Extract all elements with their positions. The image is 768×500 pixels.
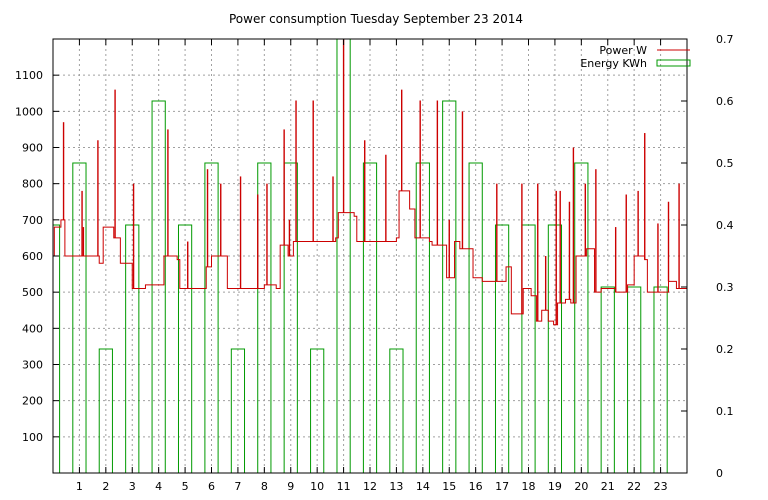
power-series: [53, 39, 688, 326]
y-tick-label: 300: [22, 359, 43, 372]
x-tick-label: 7: [234, 480, 241, 493]
y2-tick-label: 0: [716, 467, 723, 480]
y-tick-label: 400: [22, 322, 43, 335]
x-tick-label: 18: [522, 480, 536, 493]
y-tick-label: 900: [22, 142, 43, 155]
x-tick-label: 5: [182, 480, 189, 493]
x-tick-label: 1: [76, 480, 83, 493]
x-tick-label: 16: [469, 480, 483, 493]
x-tick-label: 3: [129, 480, 136, 493]
x-tick-label: 13: [389, 480, 403, 493]
y-tick-label: 500: [22, 286, 43, 299]
y2-tick-label: 0.7: [716, 33, 734, 46]
y2-tick-label: 0.6: [716, 95, 734, 108]
y-tick-label: 1100: [15, 69, 43, 82]
x-tick-label: 14: [416, 480, 430, 493]
power-line: [53, 190, 688, 326]
y-tick-label: 700: [22, 214, 43, 227]
legend-swatch-energy: [656, 59, 691, 67]
y2-tick-label: 0.3: [716, 281, 734, 294]
x-tick-label: 15: [442, 480, 456, 493]
y2-tick-label: 0.2: [716, 343, 734, 356]
x-tick-label: 10: [310, 480, 324, 493]
x-tick-label: 4: [155, 480, 162, 493]
x-tick-label: 20: [574, 480, 588, 493]
axes: 1 2 3 4 5 6 7 8 9 10 11 12 13 14 15 16 17 18 19 20 21 22 23100…: [15, 33, 734, 493]
x-tick-label: 21: [601, 480, 615, 493]
legend-label-power: Power W: [599, 44, 647, 57]
x-tick-label: 22: [627, 480, 641, 493]
x-tick-label: 11: [337, 480, 351, 493]
y-tick-label: 800: [22, 178, 43, 191]
y2-tick-label: 0.4: [716, 219, 734, 232]
y2-tick-label: 0.5: [716, 157, 734, 170]
x-tick-label: 6: [208, 480, 215, 493]
x-tick-label: 9: [287, 480, 294, 493]
x-tick-label: 23: [654, 480, 668, 493]
x-tick-label: 8: [261, 480, 268, 493]
x-tick-label: 17: [495, 480, 509, 493]
chart-title: Power consumption Tuesday September 23 2…: [229, 12, 523, 26]
x-tick-label: 12: [363, 480, 377, 493]
x-tick-label: 2: [102, 480, 109, 493]
y2-tick-label: 0.1: [716, 405, 734, 418]
y-tick-label: 200: [22, 395, 43, 408]
y-tick-label: 1000: [15, 105, 43, 118]
plot-frame: [52, 38, 688, 474]
y-tick-label: 600: [22, 250, 43, 263]
y-tick-label: 100: [22, 431, 43, 444]
x-tick-label: 19: [548, 480, 562, 493]
legend-label-energy: Energy KWh: [580, 57, 647, 70]
